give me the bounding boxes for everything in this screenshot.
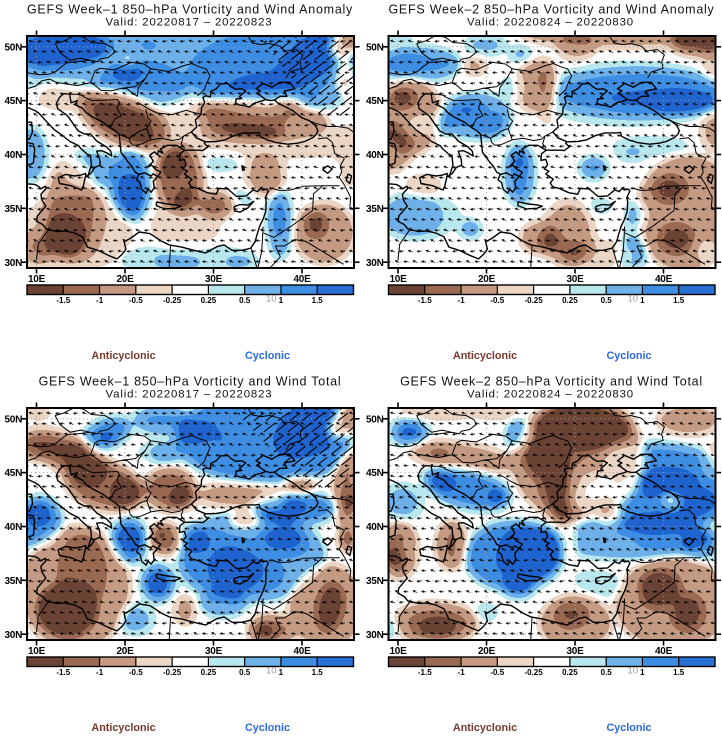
- svg-text:GEFS Week–1 850–hPa Vortici: GEFS Week–1 850–hPa Vorticity and Wind T…: [39, 375, 342, 389]
- svg-text:Valid: 20220817 – 20220823: Valid: 20220817 – 20220823: [106, 389, 273, 401]
- svg-text:Valid: 20220824 – 20220830: Valid: 20220824 – 20220830: [467, 17, 634, 29]
- svg-text:Valid: 20220817 – 20220823: Valid: 20220817 – 20220823: [106, 17, 273, 29]
- svg-text:GEFS Week–2 850–hPa Vortici: GEFS Week–2 850–hPa Vorticity and Wind A…: [388, 3, 714, 17]
- svg-text:GEFS Week–2 850–hPa Vortici: GEFS Week–2 850–hPa Vorticity and Wind T…: [400, 375, 703, 389]
- svg-text:GEFS Week–1 850–hPa Vortici: GEFS Week–1 850–hPa Vorticity and Wind A…: [27, 3, 353, 17]
- svg-text:Valid: 20220824 – 20220830: Valid: 20220824 – 20220830: [467, 389, 634, 401]
